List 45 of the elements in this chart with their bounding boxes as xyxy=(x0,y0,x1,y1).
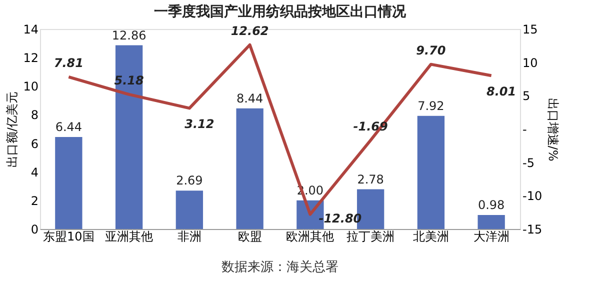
data-label: 0.98 xyxy=(478,198,505,212)
y2-tick-label: -10 xyxy=(522,189,542,204)
y-tick-label: 0 xyxy=(30,222,38,236)
data-label: 8.44 xyxy=(236,91,264,106)
y-tick-label: 8 xyxy=(30,108,38,122)
chart-title: 一季度我国产业用纺织品按地区出口情况 xyxy=(154,3,407,20)
data-label: 6.44 xyxy=(55,120,82,134)
data-label: 3.12 xyxy=(184,117,214,132)
y-tick-label: 14 xyxy=(23,22,38,36)
y2-tick-label: 5 xyxy=(522,89,530,104)
data-label: 12.86 xyxy=(112,28,146,42)
source-note: 数据来源：海关总署 xyxy=(222,260,338,275)
y2-tick-label: -5 xyxy=(522,156,534,170)
data-label: 2.69 xyxy=(176,174,203,188)
data-label: 7.81 xyxy=(54,56,84,70)
y2-tick-label: 15 xyxy=(522,22,538,36)
bar xyxy=(417,116,445,229)
x-tick-label: 拉丁美洲 xyxy=(346,230,395,244)
x-tick-label: 欧洲其他 xyxy=(286,230,334,244)
bar xyxy=(115,45,143,229)
data-label: 2.78 xyxy=(357,172,384,186)
x-tick-label: 非洲 xyxy=(177,230,202,244)
data-label: 8.01 xyxy=(486,84,516,99)
bar xyxy=(478,215,505,229)
data-label: 7.92 xyxy=(418,98,444,113)
x-tick-label: 大洋洲 xyxy=(473,230,510,244)
x-tick-label: 欧盟 xyxy=(238,230,262,244)
y-tick-label: 12 xyxy=(23,51,38,66)
data-label: 12.62 xyxy=(230,24,269,38)
x-tick-label: 北美洲 xyxy=(412,230,449,244)
y2-tick-label: -15 xyxy=(522,222,542,236)
x-tick-label: 亚洲其他 xyxy=(105,230,154,244)
y2-tick-label: - xyxy=(522,122,527,136)
bar xyxy=(236,108,264,229)
y2-tick-label: 10 xyxy=(522,56,538,70)
y-tick-label: 10 xyxy=(23,80,38,94)
x-tick-label: 东盟10国 xyxy=(43,230,94,244)
bar xyxy=(55,137,82,229)
bar xyxy=(176,190,204,229)
y-tick-label: 6 xyxy=(30,136,38,151)
y-tick-label: 2 xyxy=(30,194,38,208)
y-axis-title: 出口额/亿美元 xyxy=(5,91,20,168)
y-tick-label: 4 xyxy=(30,165,38,180)
data-label: 9.70 xyxy=(416,43,446,58)
y2-axis-title: 出口增速/% xyxy=(546,98,560,162)
